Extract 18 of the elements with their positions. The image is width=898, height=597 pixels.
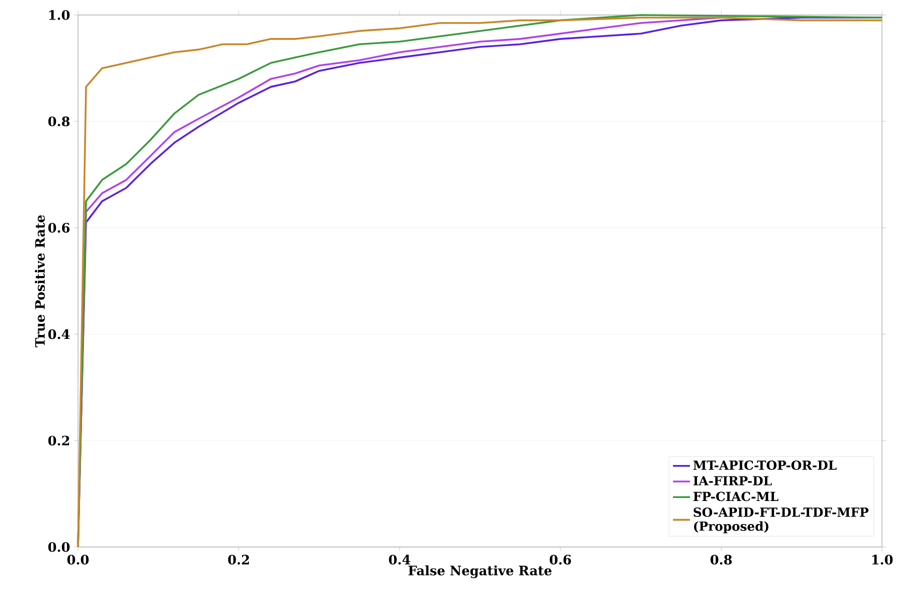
x-tick-label: 0.2 bbox=[228, 554, 249, 565]
x-tick-label: 0.0 bbox=[67, 554, 89, 565]
y-tick-label: 0.2 bbox=[48, 436, 70, 446]
y-axis-title: True Positive Rate bbox=[34, 215, 45, 348]
x-tick-label: 1.0 bbox=[872, 554, 893, 565]
x-tick-label: 0.6 bbox=[550, 554, 571, 565]
y-tick-label: 0.4 bbox=[48, 329, 70, 340]
x-axis-title: False Negative Rate bbox=[408, 565, 552, 578]
y-tick-label: 0.8 bbox=[48, 116, 70, 126]
y-tick-label: 0.0 bbox=[48, 542, 70, 552]
x-tick-label: 0.8 bbox=[710, 554, 732, 565]
legend-label: IA-FIRP-DL bbox=[693, 476, 772, 486]
legend-label: FP-CIAC-ML bbox=[693, 492, 778, 502]
y-tick-label: 0.6 bbox=[48, 222, 70, 233]
legend-label: MT-APIC-TOP-OR-DL bbox=[693, 460, 837, 470]
x-tick-label: 0.4 bbox=[388, 554, 410, 565]
y-tick-label: 1.0 bbox=[49, 10, 70, 20]
legend-label: SO-APID-FT-DL-TDF-MFP (Proposed) bbox=[694, 507, 868, 534]
